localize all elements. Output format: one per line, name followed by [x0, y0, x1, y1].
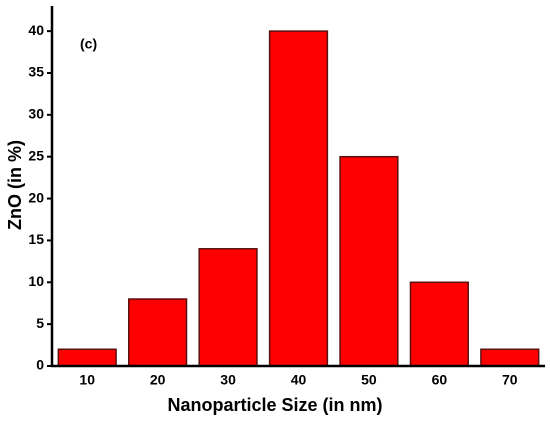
y-tick-label: 40 [28, 22, 44, 38]
x-tick-label: 60 [432, 372, 448, 388]
y-tick-label: 30 [28, 106, 44, 122]
bar [198, 248, 258, 367]
x-tick-label: 10 [79, 372, 95, 388]
y-tick-label: 0 [36, 357, 44, 373]
bar [480, 348, 540, 367]
annotation: (c) [80, 36, 97, 52]
x-tick-label: 40 [291, 372, 307, 388]
y-tick-label: 20 [28, 189, 44, 205]
y-tick-label: 10 [28, 273, 44, 289]
x-tick-label: 20 [150, 372, 166, 388]
bar [128, 298, 188, 367]
bar [268, 30, 329, 367]
x-tick-label: 70 [502, 372, 518, 388]
y-tick-label: 15 [28, 231, 44, 247]
x-tick-label: 50 [361, 372, 377, 388]
y-tick-label: 35 [28, 64, 44, 80]
x-axis-title: Nanoparticle Size (in nm) [167, 395, 382, 415]
x-tick-label: 30 [220, 372, 236, 388]
bar [339, 155, 399, 367]
y-tick-label: 25 [28, 147, 44, 163]
bar [57, 348, 117, 367]
y-tick-label: 5 [36, 315, 44, 331]
y-axis-title: ZnO (in %) [5, 140, 25, 230]
bar [409, 281, 469, 367]
